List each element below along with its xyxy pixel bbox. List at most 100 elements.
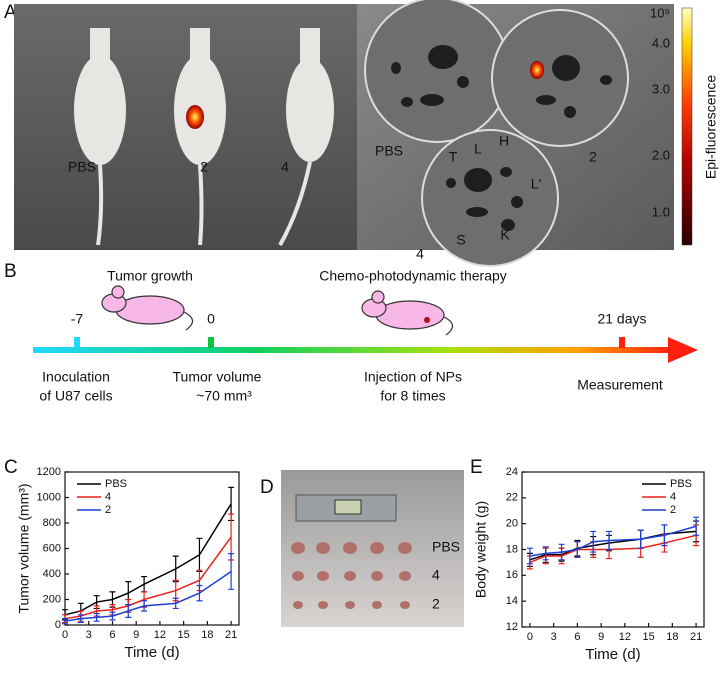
error-bar bbox=[542, 546, 549, 561]
day-label: 21 days bbox=[597, 311, 646, 327]
y-tick-label: 14 bbox=[506, 595, 518, 607]
colorbar-tick: 3.0 bbox=[652, 81, 670, 96]
y-tick-label: 16 bbox=[506, 569, 518, 581]
y-tick-label: 22 bbox=[506, 492, 518, 504]
organ-label: K bbox=[500, 227, 510, 243]
timeline-marker bbox=[619, 337, 625, 348]
plot-frame bbox=[64, 471, 240, 626]
x-tick-label: 12 bbox=[154, 629, 166, 641]
error-bar bbox=[196, 584, 203, 602]
x-tick-label: 3 bbox=[551, 631, 557, 643]
colorbar bbox=[681, 7, 693, 246]
x-tick-label: 0 bbox=[527, 631, 533, 643]
dishes bbox=[364, 0, 629, 267]
colorbar-tick: 1.0 bbox=[652, 204, 670, 219]
x-tick-label: 18 bbox=[666, 631, 678, 643]
panel-label: C bbox=[4, 457, 18, 478]
y-tick-label: 12 bbox=[506, 621, 518, 633]
panel-d: D PBS 4 2 bbox=[260, 470, 464, 627]
error-bar bbox=[109, 611, 116, 621]
panel-label: B bbox=[4, 261, 17, 282]
panel-label: A bbox=[4, 2, 17, 23]
day-label: 0 bbox=[207, 311, 215, 327]
phase-label: Tumor growth bbox=[107, 268, 193, 284]
day-label: -7 bbox=[71, 311, 84, 327]
y-tick-label: 20 bbox=[506, 518, 518, 530]
x-tick-label: 3 bbox=[86, 629, 92, 641]
event-label: Tumor volume bbox=[173, 369, 262, 385]
error-bar bbox=[606, 530, 613, 551]
series-line bbox=[529, 534, 697, 564]
y-tick-label: 800 bbox=[43, 517, 61, 529]
event-label: of U87 cells bbox=[39, 388, 112, 404]
organs bbox=[391, 45, 612, 231]
event-label: ~70 mm³ bbox=[196, 388, 252, 404]
organ-label: S bbox=[456, 232, 465, 248]
error-bar bbox=[693, 516, 700, 536]
colorbar-tick: 4.0 bbox=[652, 35, 670, 50]
x-tick-label: 6 bbox=[109, 629, 115, 641]
error-bar bbox=[141, 575, 148, 593]
error-bar bbox=[558, 543, 565, 561]
x-axis-label: Time (d) bbox=[124, 644, 179, 661]
organ-label: H bbox=[499, 133, 509, 149]
legend-label: PBS bbox=[105, 478, 127, 490]
error-bar bbox=[172, 555, 179, 583]
error-bar bbox=[590, 530, 597, 553]
y-tick-label: 200 bbox=[43, 593, 61, 605]
y-tick-label: 1200 bbox=[37, 466, 61, 478]
group-label: PBS bbox=[68, 159, 96, 175]
event-label: for 8 times bbox=[380, 388, 445, 404]
group-label: 2 bbox=[200, 159, 208, 175]
x-tick-label: 15 bbox=[642, 631, 654, 643]
y-axis-label: Body weight (g) bbox=[473, 501, 489, 598]
colorbar-tick: 2.0 bbox=[652, 147, 670, 162]
x-tick-label: 21 bbox=[690, 631, 702, 643]
error-bar bbox=[637, 529, 644, 549]
error-bar bbox=[228, 553, 235, 590]
x-tick-label: 6 bbox=[574, 631, 580, 643]
event-label: Injection of NPs bbox=[364, 369, 462, 385]
timeline-arrow bbox=[668, 337, 698, 363]
panel-a: A PBS 2 4 PBS 2 4 T L H L' S K 10⁹ 4.0 bbox=[4, 0, 719, 267]
error-bar bbox=[196, 537, 203, 573]
mice bbox=[74, 28, 334, 246]
signal bbox=[186, 105, 204, 129]
error-bar bbox=[141, 600, 148, 612]
x-tick-label: 18 bbox=[201, 629, 213, 641]
legend-label: 2 bbox=[670, 504, 676, 516]
error-bar bbox=[62, 618, 68, 625]
colorbar-exponent: 10⁹ bbox=[650, 5, 670, 20]
error-bar bbox=[125, 604, 132, 618]
timeline bbox=[33, 347, 673, 353]
error-bar bbox=[172, 597, 179, 610]
x-tick-label: 9 bbox=[598, 631, 604, 643]
event-label: Measurement bbox=[577, 377, 663, 393]
colorbar-label: Epi-fluorescence bbox=[703, 75, 719, 179]
caliper-display bbox=[334, 499, 362, 515]
organ-label: T bbox=[449, 149, 458, 165]
panel-label: D bbox=[260, 477, 274, 498]
x-tick-label: 12 bbox=[619, 631, 631, 643]
x-tick-label: 9 bbox=[133, 629, 139, 641]
legend-label: PBS bbox=[670, 478, 692, 490]
error-bar bbox=[574, 541, 581, 558]
organ-label: L bbox=[474, 141, 482, 157]
x-tick-label: 15 bbox=[178, 629, 190, 641]
timeline-marker bbox=[208, 337, 214, 348]
x-axis-label: Time (d) bbox=[585, 646, 640, 663]
row-label: PBS bbox=[432, 539, 460, 555]
error-bar bbox=[77, 614, 84, 624]
y-tick-label: 600 bbox=[43, 542, 61, 554]
phase-label: Chemo-photodynamic therapy bbox=[319, 268, 507, 284]
error-bar bbox=[661, 524, 668, 547]
group-label: 2 bbox=[589, 149, 597, 165]
panel-b: B Tumor growth Chemo-photodynamic therap… bbox=[4, 261, 698, 404]
event-label: Inoculation bbox=[42, 369, 110, 385]
group-label: 4 bbox=[281, 159, 289, 175]
panel-label: E bbox=[470, 457, 483, 478]
y-axis-label: Tumor volume (mm³) bbox=[16, 483, 32, 613]
mouse-icon bbox=[101, 285, 454, 336]
x-tick-label: 21 bbox=[225, 629, 237, 641]
